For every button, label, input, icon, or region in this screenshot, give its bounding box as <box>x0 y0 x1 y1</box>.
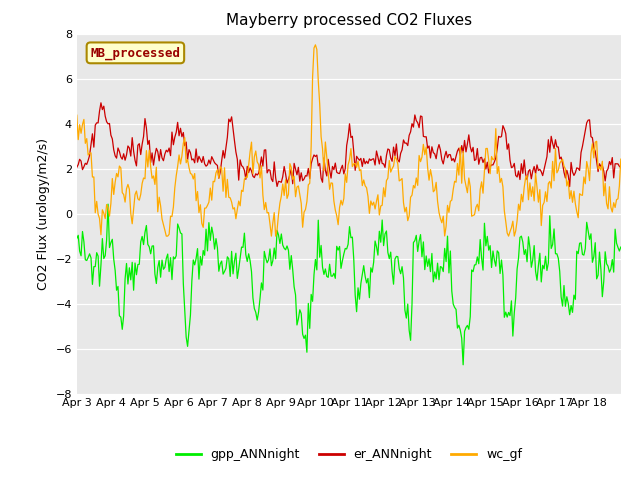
Text: MB_processed: MB_processed <box>90 46 180 60</box>
Legend: gpp_ANNnight, er_ANNnight, wc_gf: gpp_ANNnight, er_ANNnight, wc_gf <box>171 443 527 466</box>
Title: Mayberry processed CO2 Fluxes: Mayberry processed CO2 Fluxes <box>226 13 472 28</box>
Y-axis label: CO2 Flux (urology/m2/s): CO2 Flux (urology/m2/s) <box>37 138 50 289</box>
Line: wc_gf: wc_gf <box>77 45 621 236</box>
Line: gpp_ANNnight: gpp_ANNnight <box>77 204 621 365</box>
Line: er_ANNnight: er_ANNnight <box>77 103 621 187</box>
